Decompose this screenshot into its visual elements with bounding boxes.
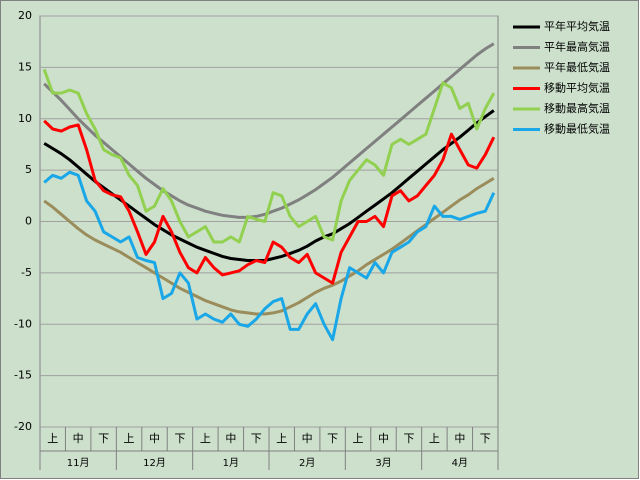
y-tick-label: -15 xyxy=(14,369,32,382)
x-tick-label: 中 xyxy=(225,432,236,445)
series-line xyxy=(43,109,495,262)
x-tick-label: 中 xyxy=(149,432,160,445)
y-tick-label: 0 xyxy=(25,215,32,228)
x-tick-label: 下 xyxy=(251,432,262,445)
x-tick-label: 下 xyxy=(327,432,338,445)
x-group-label: 11月 xyxy=(67,457,90,469)
x-group-label: 4月 xyxy=(452,457,468,469)
x-group-label: 1月 xyxy=(223,457,239,469)
x-group-label: 3月 xyxy=(375,457,391,469)
x-tick-label: 中 xyxy=(454,432,465,445)
series-line xyxy=(43,170,496,342)
legend-label: 平年最低気温 xyxy=(544,60,610,74)
x-group-label: 12月 xyxy=(143,457,166,469)
x-tick-label: 上 xyxy=(124,432,135,445)
x-tick-label: 中 xyxy=(73,432,84,445)
x-tick-label: 中 xyxy=(302,432,313,445)
x-tick-label: 中 xyxy=(378,432,389,445)
series-line xyxy=(43,119,496,285)
y-tick-label: 10 xyxy=(18,112,32,125)
series-line xyxy=(42,68,496,244)
legend-label: 移動最高気温 xyxy=(544,101,610,115)
x-tick-label: 下 xyxy=(98,432,109,445)
y-tick-label: -5 xyxy=(21,266,32,279)
y-tick-label: -20 xyxy=(14,420,32,433)
y-tick-label: 5 xyxy=(25,163,32,176)
x-tick-label: 上 xyxy=(276,432,287,445)
x-tick-label: 上 xyxy=(429,432,440,445)
x-tick-label: 上 xyxy=(353,432,364,445)
legend-label: 移動平均気温 xyxy=(544,81,610,95)
y-tick-label: 15 xyxy=(18,60,32,73)
x-tick-label: 上 xyxy=(200,432,211,445)
y-tick-label: 20 xyxy=(18,9,32,22)
x-tick-label: 上 xyxy=(47,432,58,445)
series-line xyxy=(43,42,495,219)
x-group-label: 2月 xyxy=(299,457,315,469)
legend-label: 平年平均気温 xyxy=(544,19,610,33)
x-tick-label: 下 xyxy=(403,432,414,445)
legend-label: 平年最高気温 xyxy=(544,40,610,54)
x-tick-label: 下 xyxy=(174,432,185,445)
y-tick-label: -10 xyxy=(14,317,32,330)
x-tick-label: 下 xyxy=(480,432,491,445)
legend-label: 移動最低気温 xyxy=(544,122,610,136)
